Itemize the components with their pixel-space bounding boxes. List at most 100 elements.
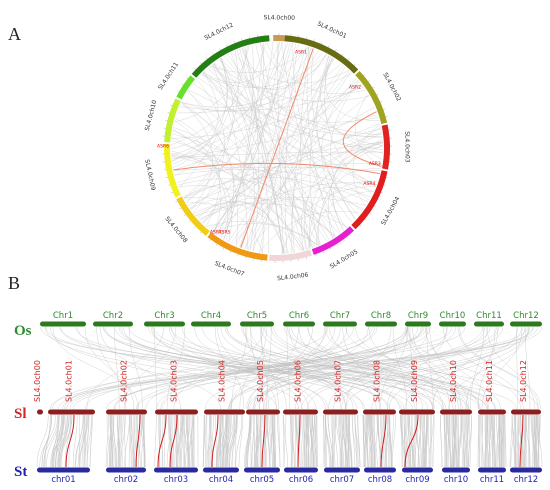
synteny-link bbox=[77, 326, 299, 410]
synteny-link bbox=[406, 326, 521, 410]
chromosome-arc bbox=[164, 98, 181, 143]
circos-links bbox=[170, 41, 384, 254]
synteny-link bbox=[455, 414, 458, 468]
synteny-link bbox=[411, 414, 416, 468]
arc-tick bbox=[347, 58, 350, 61]
chromosome-bar bbox=[323, 321, 357, 327]
chromosome-bar bbox=[155, 409, 198, 415]
synteny-link bbox=[142, 414, 146, 468]
synteny-link bbox=[369, 414, 373, 468]
synteny-link bbox=[41, 414, 52, 468]
synteny-link bbox=[39, 414, 56, 468]
synteny-link bbox=[327, 326, 448, 410]
arc-tick bbox=[322, 251, 324, 254]
synteny-link bbox=[333, 168, 382, 231]
synteny-link bbox=[50, 326, 221, 410]
st-chromosome-label: chr05 bbox=[250, 475, 274, 485]
st-chromosome-label: chr01 bbox=[51, 475, 75, 485]
synteny-link bbox=[425, 414, 429, 468]
synteny-link bbox=[203, 414, 205, 468]
synteny-link bbox=[183, 414, 189, 468]
os-chromosome-label: Chr4 bbox=[201, 311, 221, 321]
synteny-link bbox=[492, 414, 495, 468]
synteny-link bbox=[345, 326, 501, 410]
arc-tick bbox=[329, 247, 332, 250]
gene-label: ASR4 bbox=[363, 181, 375, 187]
synteny-link bbox=[209, 46, 310, 73]
synteny-link bbox=[188, 89, 384, 151]
chromosome-bar bbox=[246, 409, 280, 415]
synteny-link bbox=[171, 326, 357, 410]
synteny-link bbox=[264, 326, 503, 410]
synteny-link bbox=[202, 414, 207, 468]
panel-a-label: A bbox=[8, 24, 21, 44]
chromosome-bar bbox=[284, 467, 318, 473]
chromosome-bar bbox=[144, 321, 185, 327]
arc-tick bbox=[249, 36, 250, 39]
arc-tick bbox=[377, 199, 380, 201]
synteny-link bbox=[355, 326, 480, 410]
synteny-link bbox=[379, 414, 385, 468]
synteny-link bbox=[239, 43, 297, 248]
synteny-link bbox=[304, 414, 308, 468]
chromosome-arc bbox=[355, 70, 388, 125]
arc-tick bbox=[306, 36, 307, 39]
synteny-link bbox=[480, 414, 484, 468]
highlight-link bbox=[404, 414, 419, 468]
synteny-link bbox=[324, 56, 373, 195]
chromosome-bar bbox=[203, 467, 239, 473]
synteny-link bbox=[64, 326, 329, 410]
os-chromosome-label: Chr1 bbox=[53, 311, 73, 321]
synteny-link bbox=[510, 414, 515, 468]
synteny-link bbox=[486, 414, 489, 468]
synteny-link bbox=[187, 90, 238, 246]
synteny-link bbox=[367, 414, 373, 468]
synteny-link bbox=[284, 44, 299, 254]
synteny-link bbox=[222, 414, 229, 468]
synteny-link bbox=[289, 414, 292, 468]
synteny-link bbox=[263, 414, 266, 468]
chromosome-bar bbox=[244, 467, 280, 473]
synteny-link bbox=[425, 326, 489, 410]
synteny-link bbox=[352, 124, 381, 207]
circos-chromosome-arcs bbox=[162, 33, 392, 263]
synteny-link bbox=[388, 326, 519, 410]
synteny-link bbox=[59, 326, 488, 410]
synteny-link bbox=[390, 414, 394, 468]
species-label-os: Os bbox=[14, 323, 32, 339]
synteny-link bbox=[229, 326, 422, 410]
synteny-link bbox=[404, 326, 530, 410]
chromosome-label: SL4.0ch00 bbox=[264, 14, 296, 22]
synteny-link bbox=[278, 414, 281, 468]
synteny-link bbox=[59, 414, 73, 468]
synteny-link bbox=[220, 54, 328, 90]
os-chromosome-label: Chr8 bbox=[371, 311, 391, 321]
synteny-link bbox=[290, 414, 293, 468]
synteny-link bbox=[352, 414, 356, 468]
arc-tick bbox=[165, 120, 168, 121]
synteny-link bbox=[301, 326, 486, 410]
synteny-link bbox=[250, 326, 347, 410]
synteny-link bbox=[274, 414, 277, 468]
synteny-link bbox=[484, 414, 489, 468]
arc-tick bbox=[341, 53, 344, 56]
chromosome-bar bbox=[364, 467, 396, 473]
synteny-link bbox=[318, 180, 378, 246]
chromosome-bar bbox=[106, 467, 146, 473]
synteny-link bbox=[183, 146, 384, 199]
chromosome-bar bbox=[283, 409, 318, 415]
synteny-link bbox=[457, 414, 460, 468]
synteny-link bbox=[231, 52, 350, 84]
synteny-link bbox=[215, 414, 217, 468]
synteny-link bbox=[212, 58, 334, 233]
chromosome-label: SL4.0ch06 bbox=[277, 272, 309, 283]
synteny-link bbox=[464, 414, 470, 468]
os-chromosome-label: Chr5 bbox=[247, 311, 267, 321]
synteny-link bbox=[153, 326, 487, 410]
synteny-link bbox=[365, 414, 369, 468]
synteny-link bbox=[160, 326, 354, 410]
synteny-link bbox=[205, 220, 319, 246]
synteny-link bbox=[173, 53, 327, 171]
synteny-link bbox=[272, 414, 276, 468]
synteny-link bbox=[264, 326, 467, 410]
